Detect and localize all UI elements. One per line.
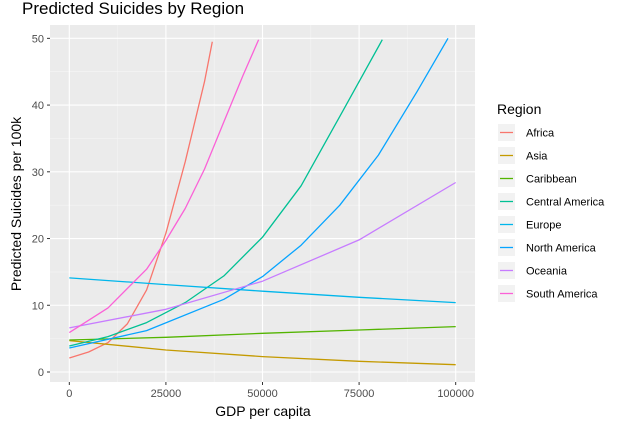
legend-label-caribbean: Caribbean	[526, 174, 577, 186]
x-tick-label: 50000	[247, 388, 278, 400]
series-line-caribbean	[69, 325, 456, 341]
y-tick-label: 10	[32, 300, 44, 312]
legend-label-oceania: Oceania	[526, 266, 568, 278]
y-tick-label: 40	[32, 100, 44, 112]
series-line-central-america	[69, 39, 383, 347]
y-axis: 0 10 20 30 40 50	[32, 33, 50, 379]
legend-label-central-america: Central America	[526, 197, 605, 209]
x-tick-label: 25000	[151, 388, 182, 400]
series-line-north-america	[69, 37, 449, 349]
series-line-south-america	[68, 39, 260, 334]
legend-label-south-america: South America	[526, 289, 598, 301]
x-tick-label: 0	[66, 388, 72, 400]
legend-label-asia: Asia	[526, 151, 548, 163]
y-tick-label: 50	[32, 33, 44, 45]
x-tick-label: 100000	[437, 388, 474, 400]
legend: Region Africa Asia Caribbean Central Americ…	[497, 101, 605, 302]
series-lines	[68, 37, 457, 366]
y-axis-title: Predicted Suicides per 100k	[8, 116, 24, 291]
legend-label-africa: Africa	[526, 128, 555, 140]
y-tick-label: 0	[38, 367, 44, 379]
series-line-oceania	[69, 181, 457, 329]
x-tick-label: 75000	[344, 388, 375, 400]
y-tick-label: 20	[32, 234, 44, 246]
legend-label-north-america: North America	[526, 243, 597, 255]
y-tick-label: 30	[32, 167, 44, 179]
x-axis: 0 25000 50000 75000 100000	[66, 382, 474, 400]
legend-label-europe: Europe	[526, 220, 561, 232]
chart-title: Predicted Suicides by Region	[22, 0, 244, 18]
series-line-africa	[69, 41, 213, 359]
series-line-asia	[69, 339, 456, 366]
x-axis-title: GDP per capita	[215, 403, 311, 419]
legend-title: Region	[497, 101, 541, 117]
